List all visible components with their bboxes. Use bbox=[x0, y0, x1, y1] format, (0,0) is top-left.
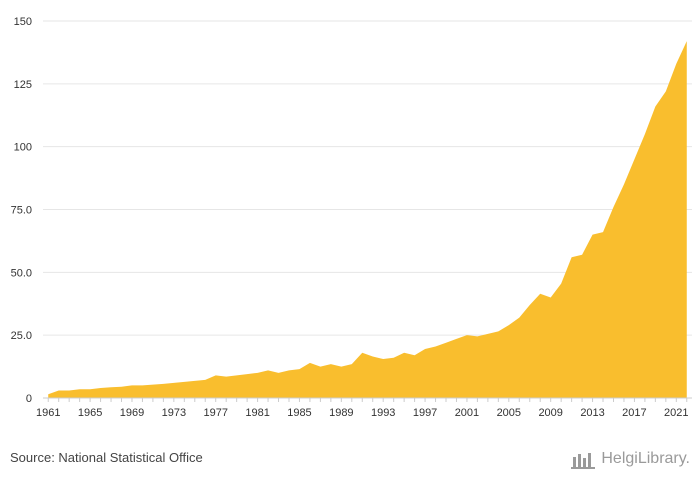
y-tick-label: 150 bbox=[14, 16, 32, 28]
x-tick-label: 2009 bbox=[538, 407, 562, 419]
x-tick-label: 1985 bbox=[287, 407, 311, 419]
x-tick-label: 1969 bbox=[120, 407, 144, 419]
x-tick-label: 1973 bbox=[162, 407, 186, 419]
x-tick-label: 1989 bbox=[329, 407, 353, 419]
y-tick-label: 100 bbox=[14, 142, 32, 154]
x-tick-label: 1997 bbox=[413, 407, 437, 419]
x-tick-label: 1977 bbox=[203, 407, 227, 419]
x-tick-label: 1993 bbox=[371, 407, 395, 419]
source-note: Source: National Statistical Office bbox=[10, 450, 203, 465]
series-area bbox=[48, 41, 687, 399]
series-area-fill bbox=[48, 41, 687, 399]
y-tick-label: 0 bbox=[26, 393, 32, 405]
x-tick-label: 1981 bbox=[245, 407, 269, 419]
x-tick-label: 2021 bbox=[664, 407, 688, 419]
y-tick-label: 25.0 bbox=[11, 330, 32, 342]
x-tick-label: 2005 bbox=[497, 407, 521, 419]
y-tick-label: 125 bbox=[14, 79, 32, 91]
brand-logo[interactable]: HelgiLibrary. bbox=[571, 447, 690, 471]
y-tick-label: 75.0 bbox=[11, 205, 32, 217]
brand-name: HelgiLibrary. bbox=[601, 450, 690, 467]
x-tick-label: 1965 bbox=[78, 407, 102, 419]
x-tick-label: 2013 bbox=[580, 407, 604, 419]
y-axis-ticks: 0 25.0 50.0 75.0 100 125 150 bbox=[11, 16, 32, 405]
x-tick-label: 1961 bbox=[36, 407, 60, 419]
x-axis-ticks: 1961 1965 1969 1973 1977 1981 1985 1989 1993 1997… bbox=[36, 397, 692, 419]
y-tick-label: 50.0 bbox=[11, 267, 32, 279]
x-tick-label: 2001 bbox=[455, 407, 479, 419]
library-icon bbox=[571, 453, 596, 469]
x-tick-label: 2017 bbox=[622, 407, 646, 419]
